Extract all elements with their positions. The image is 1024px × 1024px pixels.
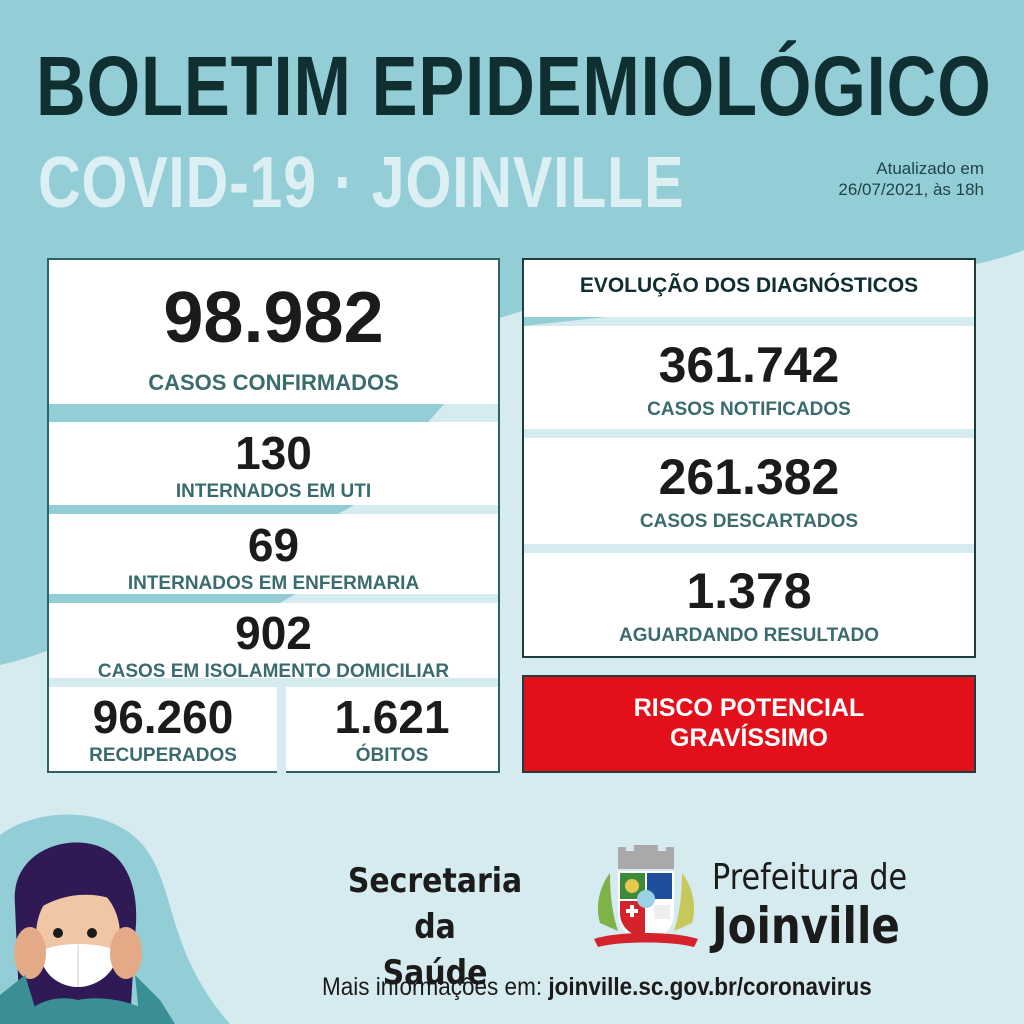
stat-value: 261.382 <box>658 449 840 505</box>
more-info: Mais informações em: joinville.sc.gov.br… <box>322 972 872 1002</box>
secretaria-line-1: Secretaria da <box>347 861 523 947</box>
stat-label: CASOS DESCARTADOS <box>639 511 859 532</box>
stat-label: AGUARDANDO RESULTADO <box>618 625 879 646</box>
joinville-coat-of-arms-icon <box>594 845 698 947</box>
stat-discarded: 261.382 CASOS DESCARTADOS <box>524 452 974 531</box>
stat-notified: 361.742 CASOS NOTIFICADOS <box>524 340 974 419</box>
secretaria-saude-logo: Secretaria da Saúde <box>334 858 536 996</box>
stat-pending: 1.378 AGUARDANDO RESULTADO <box>524 566 974 645</box>
updated-label: Atualizado em <box>876 159 984 178</box>
risk-line-2: GRAVÍSSIMO <box>670 724 828 752</box>
page-subtitle: COVID-19 · JOINVILLE <box>38 143 685 223</box>
updated-timestamp: Atualizado em 26/07/2021, às 18h <box>838 158 984 200</box>
divider <box>49 404 498 422</box>
stat-ward: 69 INTERNADOS EM ENFERMARIA <box>49 522 498 593</box>
stat-deaths: 1.621 ÓBITOS <box>286 694 498 765</box>
stat-value: 1.621 <box>334 691 450 743</box>
stat-value: 130 <box>235 427 312 479</box>
stat-label: CASOS NOTIFICADOS <box>647 399 851 420</box>
stat-recovered: 96.260 RECUPERADOS <box>49 694 277 765</box>
stat-label: CASOS CONFIRMADOS <box>148 370 399 395</box>
panel-title: EVOLUÇÃO DOS DIAGNÓSTICOS <box>579 274 919 297</box>
divider <box>49 594 498 603</box>
stat-confirmed: 98.982 CASOS CONFIRMADOS <box>49 282 498 394</box>
divider <box>524 317 974 326</box>
stat-value: 96.260 <box>92 691 234 743</box>
woman-wearing-mask-illustration <box>0 814 230 1024</box>
stat-label: ÓBITOS <box>355 745 429 766</box>
risk-line-1: RISCO POTENCIAL <box>633 694 865 722</box>
stat-home-isolation: 902 CASOS EM ISOLAMENTO DOMICILIAR <box>49 610 498 681</box>
stat-label: RECUPERADOS <box>89 745 237 766</box>
divider <box>524 429 974 438</box>
diagnostics-panel: EVOLUÇÃO DOS DIAGNÓSTICOS 361.742 CASOS … <box>522 258 976 658</box>
cases-panel: 98.982 CASOS CONFIRMADOS 130 INTERNADOS … <box>47 258 500 775</box>
stat-value: 98.982 <box>163 278 384 358</box>
stat-value: 361.742 <box>658 337 840 393</box>
stat-label: CASOS EM ISOLAMENTO DOMICILIAR <box>97 661 450 682</box>
stat-icu: 130 INTERNADOS EM UTI <box>49 430 498 501</box>
stat-label: INTERNADOS EM ENFERMARIA <box>127 573 420 594</box>
divider <box>524 544 974 553</box>
divider <box>49 505 498 514</box>
updated-date: 26/07/2021, às 18h <box>838 180 984 199</box>
stat-value: 902 <box>235 607 312 659</box>
prefeitura-line-1: Prefeitura de <box>712 857 908 898</box>
divider-vertical <box>277 684 286 775</box>
more-info-label: Mais informações em: <box>322 973 543 1001</box>
divider <box>49 678 498 687</box>
stat-value: 1.378 <box>686 563 812 619</box>
prefeitura-line-2: Joinville <box>712 897 900 955</box>
prefeitura-joinville-logo: Prefeitura de Joinville <box>712 857 908 955</box>
more-info-link[interactable]: joinville.sc.gov.br/coronavirus <box>548 973 872 1001</box>
risk-level-badge: RISCO POTENCIAL GRAVÍSSIMO <box>522 675 976 773</box>
stat-value: 69 <box>247 519 300 571</box>
secretaria-line-2: Saúde <box>382 953 488 993</box>
stat-label: INTERNADOS EM UTI <box>175 481 372 502</box>
page-title: BOLETIM EPIDEMIOLÓGICO <box>36 39 992 133</box>
